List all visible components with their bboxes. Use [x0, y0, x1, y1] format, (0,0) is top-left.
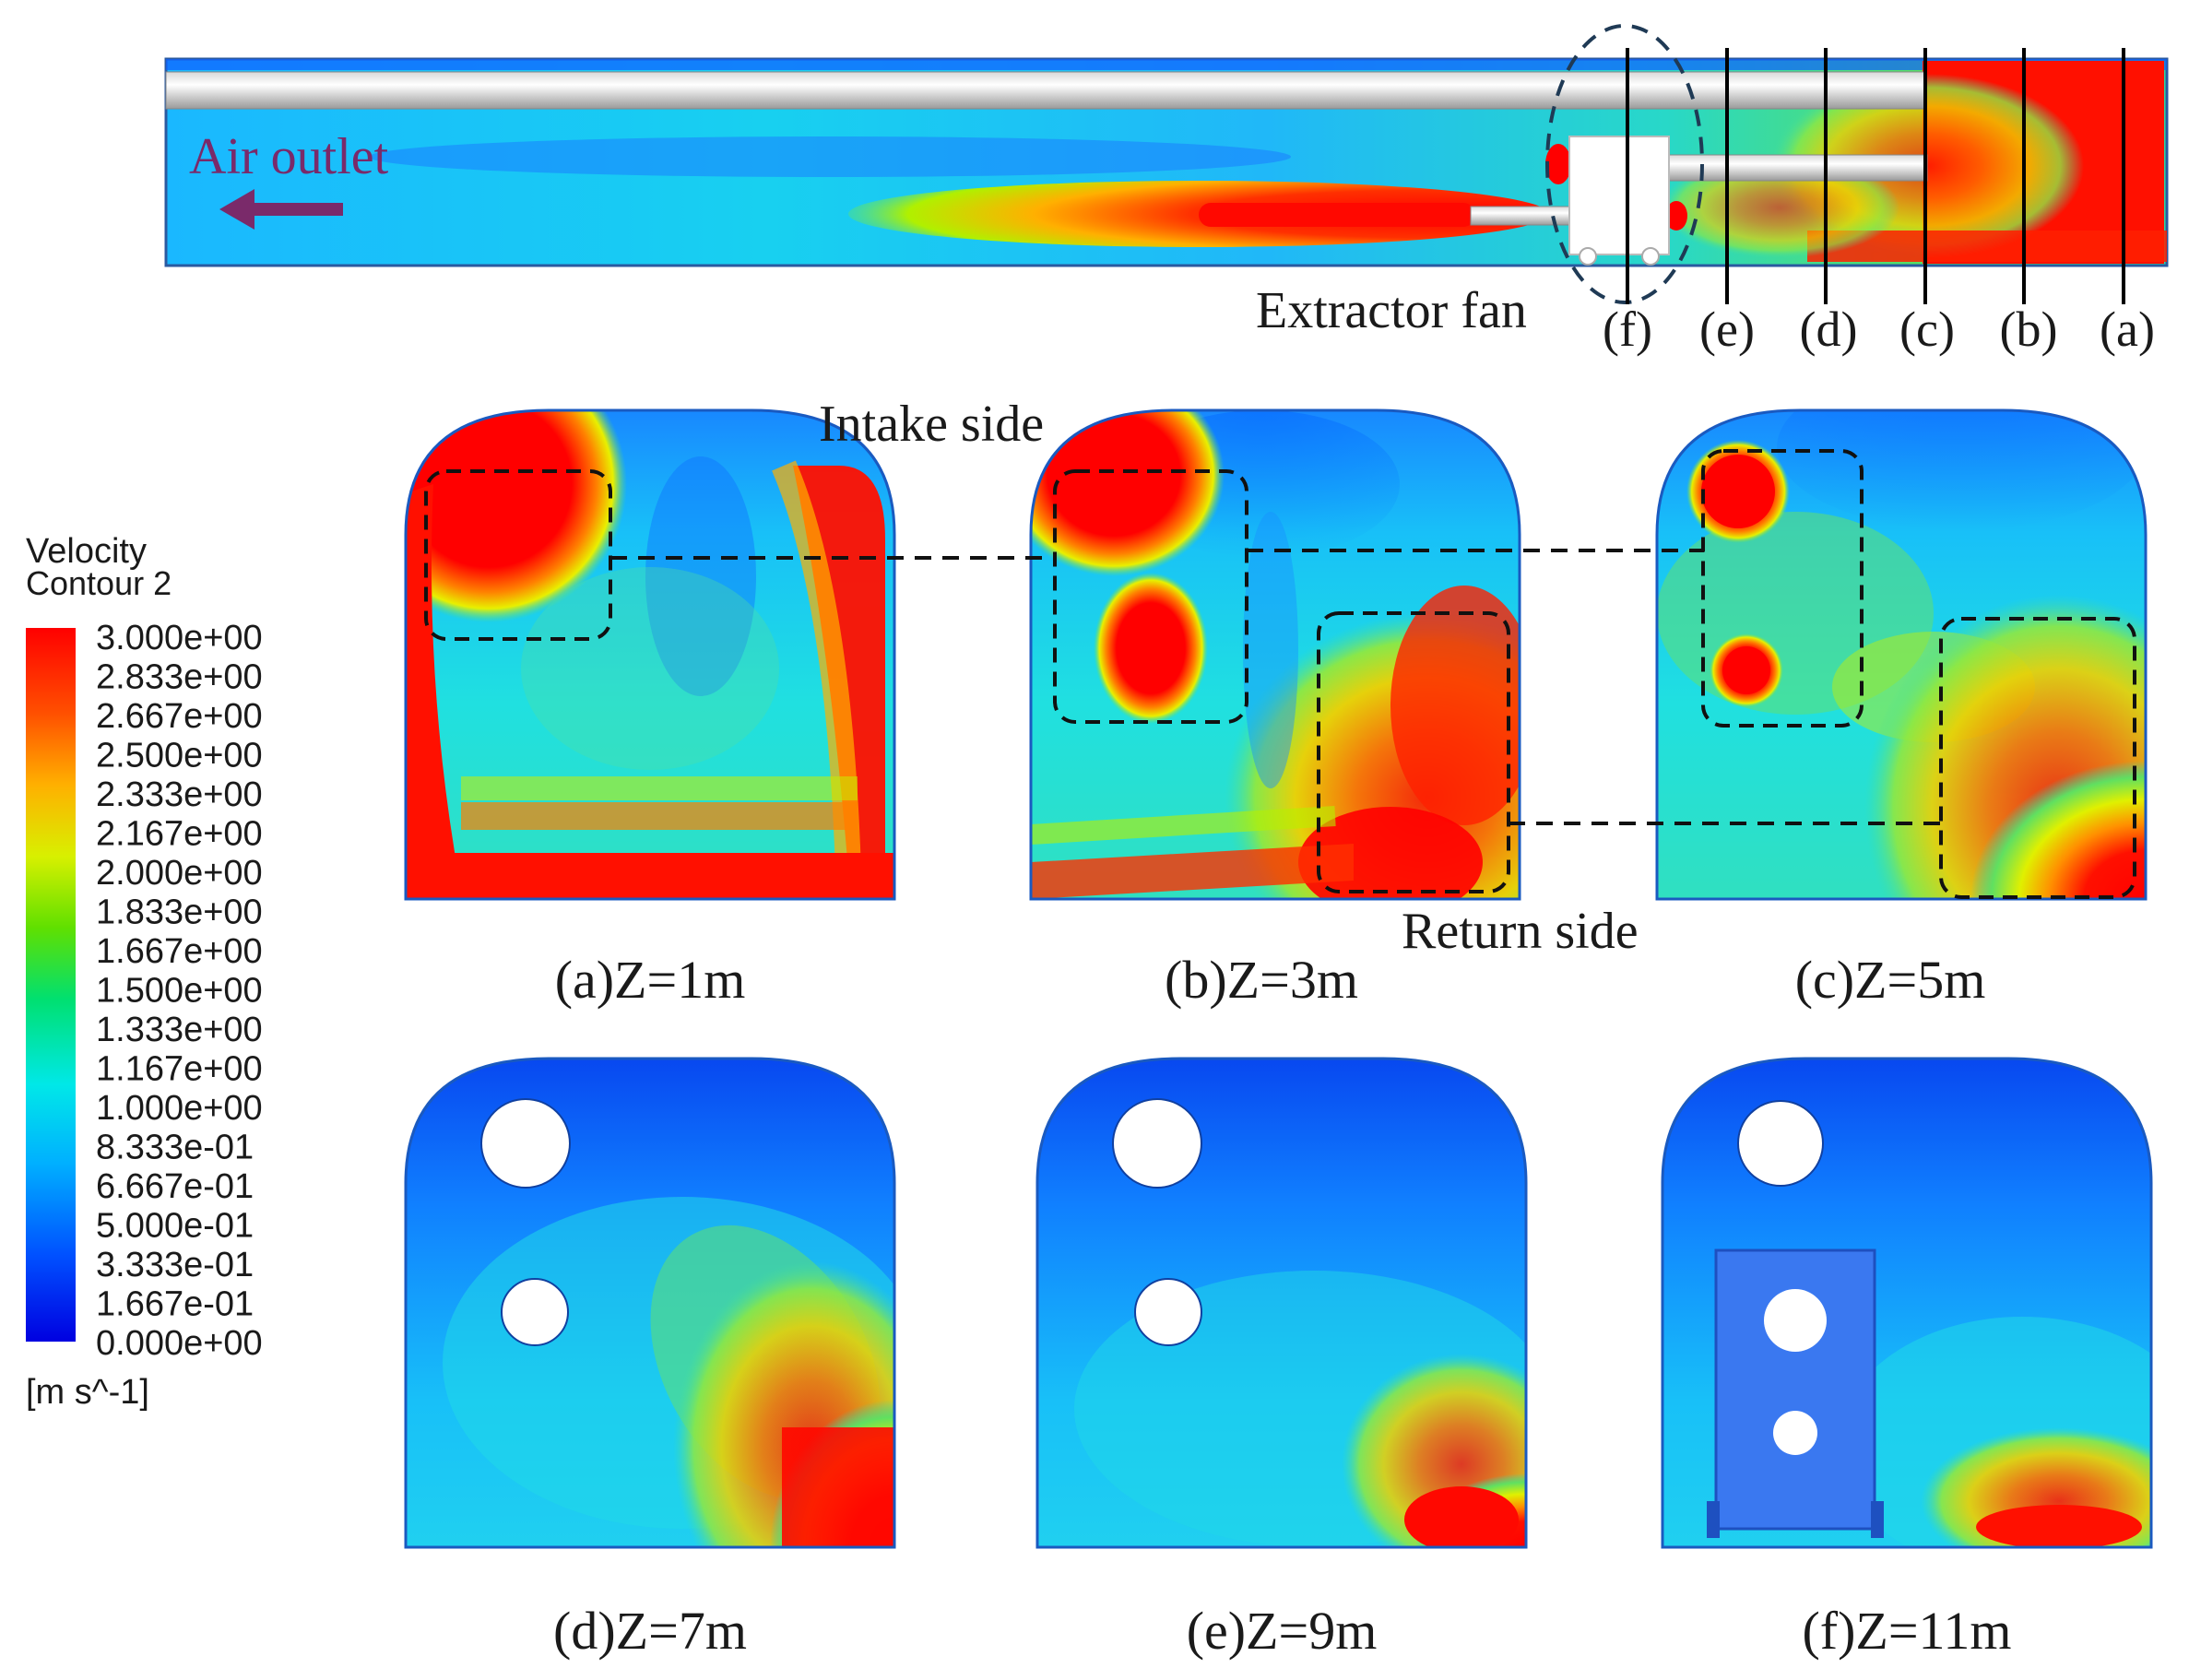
- section-outline: [1661, 1057, 2153, 1549]
- intake-box-b: [1053, 469, 1248, 724]
- legend-tick-label: 1.167e+00: [96, 1050, 263, 1089]
- caption-f: (f)Z=11m: [1802, 1601, 2011, 1661]
- lower-warm-region: [1660, 157, 1899, 258]
- section-label-a: (a): [2100, 302, 2155, 357]
- section-outline: [404, 408, 896, 901]
- legend-tick-label: 1.667e-01: [96, 1285, 254, 1324]
- panel-b: [1029, 408, 1521, 901]
- legend-tick-label: 0.000e+00: [96, 1324, 263, 1363]
- section-outline: [404, 1057, 896, 1549]
- lower-air-duct: [1470, 206, 1573, 226]
- caption-c: (c)Z=5m: [1795, 950, 1986, 1010]
- jet-plume: [848, 181, 1549, 247]
- legend-tick-labels: 3.000e+002.833e+002.667e+002.500e+002.33…: [96, 619, 263, 1363]
- intake-box-a: [424, 469, 612, 641]
- section-outline: [1029, 408, 1521, 901]
- jet-core: [1199, 203, 1475, 227]
- legend-tick-label: 2.500e+00: [96, 737, 263, 775]
- color-scale-bar: [26, 628, 76, 1342]
- extractor-fan-body: [1568, 136, 1670, 255]
- intake-side-label: Intake side: [819, 396, 1044, 453]
- tunnel-top-band: [166, 59, 2167, 70]
- legend-tick-label: 1.500e+00: [96, 972, 263, 1011]
- caption-e: (e)Z=9m: [1187, 1601, 1378, 1661]
- middle-air-duct: [1668, 154, 1928, 182]
- legend-tick-label: 1.667e+00: [96, 932, 263, 971]
- section-outline: [1655, 408, 2148, 901]
- section-label-f: (f): [1603, 302, 1652, 357]
- panel-c: [1655, 408, 2148, 901]
- upper-air-duct: [165, 71, 1926, 110]
- panel-a: [404, 408, 896, 901]
- legend-tick-label: 2.833e+00: [96, 658, 263, 697]
- legend-tick-label: 5.000e-01: [96, 1207, 254, 1246]
- return-side-label: Return side: [1402, 903, 1639, 960]
- fan-inlet-hot-right: [1665, 201, 1687, 231]
- extractor-fan-label: Extractor fan: [1256, 282, 1527, 339]
- legend-title-line2: Contour 2: [26, 564, 172, 602]
- legend-tick-label: 6.667e-01: [96, 1167, 254, 1206]
- return-box-b: [1317, 611, 1510, 893]
- air-outlet-arrow-shaft: [249, 203, 343, 216]
- legend-tick-label: 2.667e+00: [96, 697, 263, 736]
- legend-unit: [m s^-1]: [26, 1373, 149, 1412]
- legend-title-line1: Velocity: [26, 532, 147, 571]
- legend-tick-label: 2.167e+00: [96, 815, 263, 854]
- return-box-c: [1939, 617, 2136, 899]
- connector-lines: [610, 549, 1941, 825]
- section-label-d: (d): [1800, 302, 1858, 357]
- section-label-b: (b): [2000, 302, 2058, 357]
- air-outlet-arrow-head: [219, 189, 254, 230]
- low-velocity-streak: [369, 136, 1291, 177]
- panel-d: [404, 1057, 896, 1549]
- fan-inlet-hot-left: [1545, 144, 1571, 184]
- caption-a: (a)Z=1m: [555, 950, 746, 1010]
- legend-tick-label: 1.833e+00: [96, 893, 263, 932]
- legend-tick-label: 1.000e+00: [96, 1089, 263, 1128]
- panel-e: [1035, 1057, 1528, 1549]
- fan-wheel-right: [1641, 247, 1660, 266]
- intake-box-c: [1701, 449, 1864, 728]
- caption-d: (d)Z=7m: [553, 1601, 747, 1661]
- panel-f: [1661, 1057, 2153, 1549]
- legend-tick-label: 8.333e-01: [96, 1129, 254, 1167]
- legend-tick-label: 3.333e-01: [96, 1246, 254, 1284]
- section-label-c: (c): [1899, 302, 1955, 357]
- legend-tick-label: 2.000e+00: [96, 854, 263, 893]
- section-label-e: (e): [1699, 302, 1755, 357]
- caption-b: (b)Z=3m: [1165, 950, 1358, 1010]
- section-outline: [1035, 1057, 1528, 1549]
- top-view: Air outlet Extractor fan (f) (e) (d) (c)…: [164, 24, 2169, 357]
- legend-tick-label: 2.333e+00: [96, 775, 263, 814]
- fan-wheel-left: [1579, 247, 1597, 266]
- air-outlet-label: Air outlet: [189, 128, 389, 185]
- legend-tick-label: 1.333e+00: [96, 1011, 263, 1049]
- fan-highlight-ellipse: [1545, 24, 1704, 304]
- color-legend: Velocity Contour 2 3.000e+002.833e+002.6…: [26, 532, 263, 1412]
- legend-tick-label: 3.000e+00: [96, 619, 263, 657]
